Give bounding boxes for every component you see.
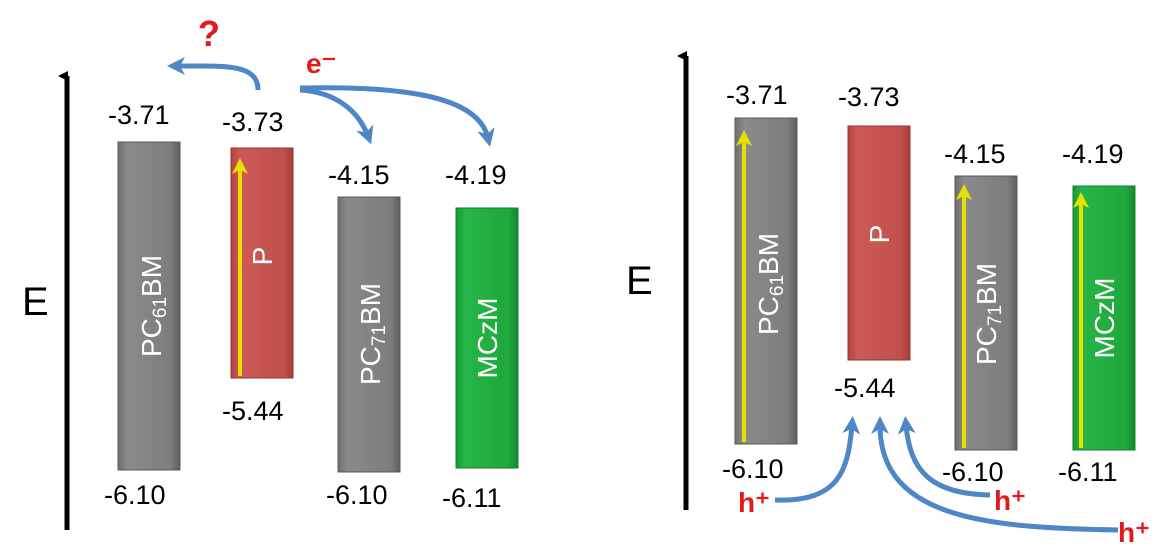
bar-mczm-left <box>455 207 519 469</box>
hole-label-mczm: h⁺ <box>1118 517 1150 546</box>
homo-value-p-left: -5.44 <box>222 396 284 426</box>
hole-label-pc71bm: h⁺ <box>994 485 1026 516</box>
transfer-arrow-to-pc71bm-left <box>299 87 374 145</box>
bar-label-p-right: P <box>864 225 895 244</box>
bar-label-pc61bm-left: PC61BM <box>136 255 171 357</box>
bar-p-right <box>847 125 911 361</box>
homo-value-pc71bm-right: -6.10 <box>942 457 1004 487</box>
lumo-value-pc61bm-left: -3.71 <box>108 100 170 130</box>
bar-label-mczm-right: MCzM <box>1089 278 1120 359</box>
hole-arrow-from-pc71bm-right <box>897 416 991 498</box>
energy-axis-label-left: E <box>22 280 49 324</box>
lumo-value-pc61bm-right: -3.71 <box>726 80 788 110</box>
electron-label: e⁻ <box>306 48 336 79</box>
hole-label-pc61bm: h⁺ <box>738 487 770 518</box>
homo-value-mczm-left: -6.11 <box>442 483 502 513</box>
homo-value-pc71bm-left: -6.10 <box>326 480 388 510</box>
transfer-arrow-question-left <box>167 57 261 91</box>
hole-arrow-from-mczm-right <box>871 416 1119 533</box>
hole-arrow-from-pc61bm-right <box>774 416 861 503</box>
lumo-value-p-left: -3.73 <box>222 107 284 137</box>
bar-label-p-left: P <box>247 247 278 266</box>
right-diagram: E PC61BM P PC71BM MCzM -3.71 -3.73 -4.15… <box>626 51 1150 546</box>
homo-value-pc61bm-left: -6.10 <box>104 480 166 510</box>
bar-mczm-right <box>1072 185 1136 451</box>
transfer-arrow-to-mczm-left <box>299 85 495 147</box>
bar-pc61bm-left <box>117 141 181 471</box>
lumo-value-pc71bm-right: -4.15 <box>944 139 1006 169</box>
lumo-value-pc71bm-left: -4.15 <box>328 160 390 190</box>
question-mark-label: ? <box>198 13 220 54</box>
homo-value-p-right: -5.44 <box>834 373 896 403</box>
bar-pc71bm-left <box>337 196 401 473</box>
bar-label-pc71bm-right: PC71BM <box>971 263 1006 365</box>
left-diagram: E PC61BM P PC71BM MCzM -3.71 -3.73 -4.15… <box>22 13 519 530</box>
lumo-value-mczm-left: -4.19 <box>445 160 507 190</box>
energy-axis-label-right: E <box>626 259 653 303</box>
homo-value-pc61bm-right: -6.10 <box>722 454 784 484</box>
lumo-value-mczm-right: -4.19 <box>1062 139 1124 169</box>
homo-value-mczm-right: -6.11 <box>1058 457 1118 487</box>
bar-label-pc61bm-right: PC61BM <box>753 233 788 335</box>
bar-label-pc71bm-left: PC71BM <box>355 283 390 385</box>
bar-label-mczm-left: MCzM <box>472 298 503 379</box>
lumo-value-p-right: -3.73 <box>838 82 900 112</box>
